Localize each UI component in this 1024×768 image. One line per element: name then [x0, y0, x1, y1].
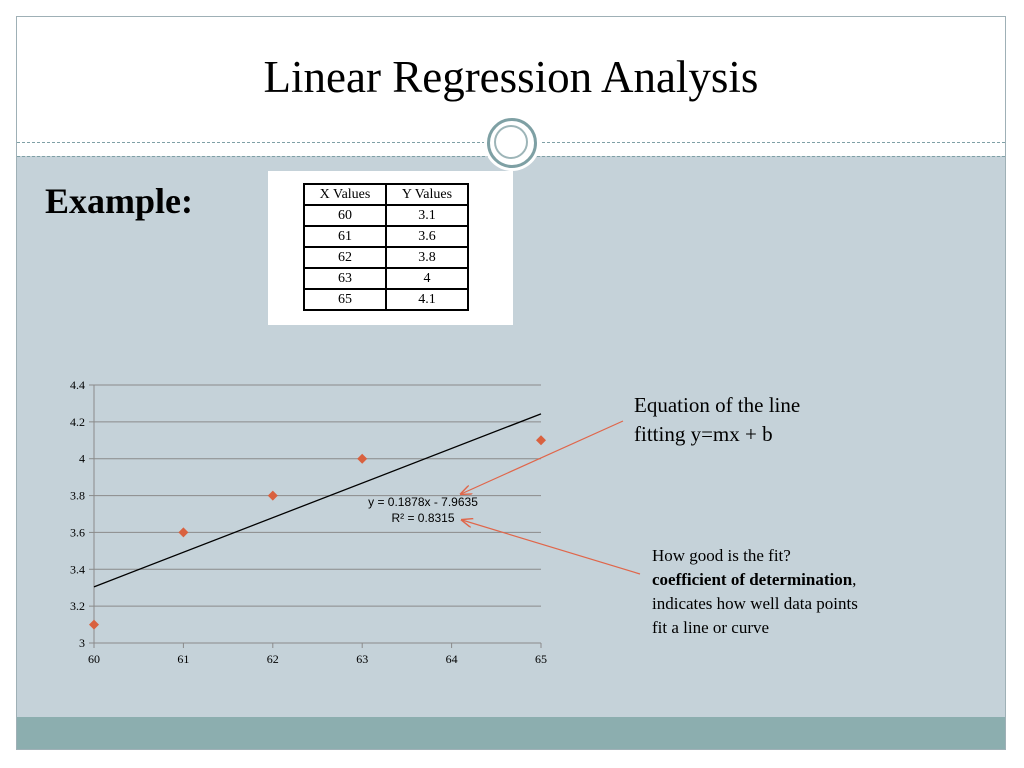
table-header-x: X Values: [303, 183, 387, 206]
y-tick-label: 3.2: [70, 599, 85, 613]
table-cell: 3.6: [385, 225, 469, 248]
data-point: [89, 619, 99, 630]
equation-arrow: [461, 420, 624, 494]
data-table: X Values Y Values 60 3.1 61 3.6 62 3.8 63 4 …: [303, 183, 469, 311]
fit-callout-term-line: coefficient of determination,: [652, 568, 858, 592]
slide-title: Linear Regression Analysis: [263, 52, 759, 102]
table-row: 63 4: [303, 267, 469, 290]
table-cell: 62: [303, 246, 387, 269]
y-tick-label: 4.2: [70, 415, 85, 429]
table-row: 62 3.8: [303, 246, 469, 269]
fit-callout-line3: indicates how well data points: [652, 594, 858, 613]
data-table-panel: X Values Y Values 60 3.1 61 3.6 62 3.8 63 4 …: [268, 171, 513, 325]
scatter-chart: 3 3.2 3.4 3.6 3.8 4 4.2 4.4 60 61 62 63 64 65 y = 0.1…: [70, 378, 641, 666]
y-tick-label: 4: [79, 452, 85, 466]
y-tick-label: 3.4: [70, 562, 85, 576]
table-cell: 4.1: [385, 288, 469, 311]
data-point: [536, 435, 546, 446]
table-cell: 61: [303, 225, 387, 248]
table-header-row: X Values Y Values: [303, 183, 469, 206]
table-cell: 63: [303, 267, 387, 290]
data-point: [178, 527, 189, 538]
trendline-equation-label: y = 0.1878x - 7.9635: [368, 495, 478, 509]
trendline-r2-label: R² = 0.8315: [391, 511, 454, 525]
fit-callout: How good is the fit? coefficient of dete…: [652, 544, 858, 640]
x-tick-label: 60: [88, 652, 100, 666]
fit-callout-term: coefficient of determination: [652, 570, 853, 589]
table-cell: 65: [303, 288, 387, 311]
data-point: [357, 453, 368, 464]
fit-callout-line4: fit a line or curve: [652, 618, 770, 637]
y-tick-label: 3: [79, 636, 85, 650]
table-cell: 60: [303, 204, 387, 227]
y-tick-label: 3.8: [70, 489, 85, 503]
example-label: Example:: [45, 181, 193, 221]
slide: Linear Regression Analysis Example: X Va…: [16, 16, 1006, 750]
footer-bar: [17, 717, 1005, 749]
table-row: 60 3.1: [303, 204, 469, 227]
x-tick-label: 65: [535, 652, 547, 666]
x-tick-label: 62: [267, 652, 279, 666]
table-cell: 3.8: [385, 246, 469, 269]
x-tick-label: 63: [356, 652, 368, 666]
data-point: [267, 490, 278, 501]
table-header-y: Y Values: [385, 183, 469, 206]
circle-ornament-icon: [484, 115, 540, 171]
y-tick-label: 4.4: [70, 378, 85, 392]
x-tick-label: 61: [177, 652, 189, 666]
table-cell: 4: [385, 267, 469, 290]
table-row: 65 4.1: [303, 288, 469, 311]
fit-arrow: [462, 520, 641, 575]
table-row: 61 3.6: [303, 225, 469, 248]
x-tick-label: 64: [446, 652, 458, 666]
trendline: [93, 413, 542, 588]
y-tick-label: 3.6: [70, 525, 85, 539]
equation-callout-line1: Equation of the line: [634, 393, 801, 417]
fit-callout-question: How good is the fit?: [652, 546, 791, 565]
equation-callout: Equation of the line fitting y=mx + b: [634, 391, 800, 449]
table-cell: 3.1: [385, 204, 469, 227]
equation-callout-line2: fitting y=mx + b: [634, 422, 773, 446]
fit-callout-comma: ,: [852, 570, 857, 589]
